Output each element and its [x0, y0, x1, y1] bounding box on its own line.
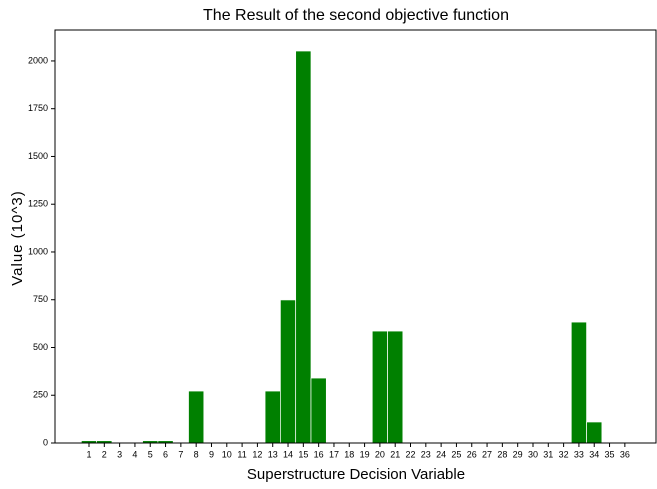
x-tick-label: 30: [528, 449, 538, 459]
x-tick-label: 2: [102, 449, 107, 459]
x-tick-label: 6: [163, 449, 168, 459]
x-tick-label: 31: [543, 449, 553, 459]
bar: [188, 390, 205, 444]
x-tick-label: 1: [86, 449, 91, 459]
y-tick-label: 1000: [28, 246, 48, 256]
x-tick-label: 9: [209, 449, 214, 459]
x-tick-label: 14: [283, 449, 293, 459]
x-tick-label: 12: [252, 449, 262, 459]
x-tick-label: 4: [132, 449, 137, 459]
bar: [387, 330, 404, 444]
y-tick-label: 0: [43, 437, 48, 447]
y-tick-label: 1500: [28, 151, 48, 161]
x-tick-label: 18: [344, 449, 354, 459]
x-tick-label: 13: [268, 449, 278, 459]
bar: [280, 299, 297, 444]
x-tick-label: 20: [375, 449, 385, 459]
x-tick-label: 35: [605, 449, 615, 459]
x-tick-label: 3: [117, 449, 122, 459]
x-tick-label: 36: [620, 449, 630, 459]
x-tick-label: 32: [559, 449, 569, 459]
y-tick-label: 500: [33, 342, 48, 352]
bar: [371, 330, 388, 444]
x-tick-label: 25: [451, 449, 461, 459]
x-tick-label: 17: [329, 449, 339, 459]
x-tick-label: 28: [497, 449, 507, 459]
x-tick-label: 21: [390, 449, 400, 459]
x-tick-label: 24: [436, 449, 446, 459]
bar: [570, 321, 587, 444]
plot-frame: [54, 29, 657, 444]
bar: [310, 377, 327, 444]
y-tick-label: 750: [33, 294, 48, 304]
x-tick-label: 5: [148, 449, 153, 459]
y-axis-label: Value (10^3): [9, 190, 26, 285]
x-tick-label: 34: [589, 449, 599, 459]
x-tick-label: 33: [574, 449, 584, 459]
y-tick-label: 250: [33, 390, 48, 400]
chart-title: The Result of the second objective funct…: [203, 7, 509, 24]
x-tick-label: 29: [513, 449, 523, 459]
x-tick-label: 26: [467, 449, 477, 459]
x-tick-label: 27: [482, 449, 492, 459]
x-tick-label: 22: [406, 449, 416, 459]
bar: [264, 390, 281, 444]
bar: [586, 421, 603, 444]
x-tick-label: 15: [298, 449, 308, 459]
x-tick-label: 23: [421, 449, 431, 459]
y-tick-label: 1750: [28, 103, 48, 113]
x-tick-label: 8: [194, 449, 199, 459]
x-tick-label: 19: [360, 449, 370, 459]
x-tick-label: 7: [178, 449, 183, 459]
x-tick-label: 11: [237, 449, 246, 459]
x-tick-label: 16: [314, 449, 324, 459]
x-axis-label: Superstructure Decision Variable: [247, 466, 465, 483]
x-tick-label: 10: [222, 449, 232, 459]
y-tick-label: 1250: [28, 199, 48, 209]
bar: [295, 50, 312, 444]
y-tick-label: 2000: [28, 55, 48, 65]
